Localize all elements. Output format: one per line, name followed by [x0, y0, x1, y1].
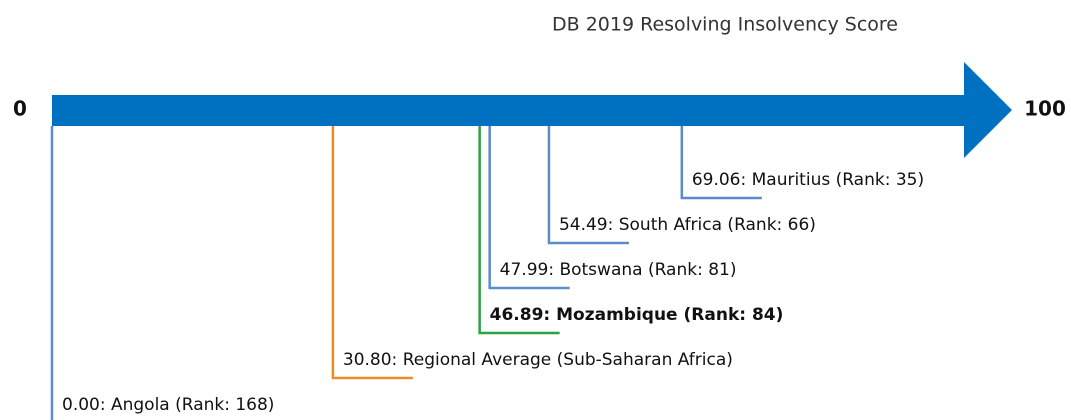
tick-label: 100 [1024, 97, 1066, 121]
marker-label: 54.49: South Africa (Rank: 66) [559, 215, 816, 235]
marker-label: 0.00: Angola (Rank: 168) [62, 395, 274, 415]
marker-label: 69.06: Mauritius (Rank: 35) [692, 170, 924, 190]
marker-label: 30.80: Regional Average (Sub-Saharan Afr… [343, 350, 733, 370]
marker-line [50, 126, 54, 420]
marker-line [488, 126, 570, 290]
marker-line [547, 126, 629, 245]
scale-arrow [52, 62, 1012, 158]
marker-label: 46.89: Mozambique (Rank: 84) [490, 305, 784, 325]
chart-title: DB 2019 Resolving Insolvency Score [552, 14, 898, 36]
marker-label: 47.99: Botswana (Rank: 81) [500, 260, 737, 280]
marker-line [680, 126, 762, 200]
marker-line [478, 126, 560, 335]
tick-label: 0 [13, 97, 27, 121]
marker-line [331, 126, 413, 380]
